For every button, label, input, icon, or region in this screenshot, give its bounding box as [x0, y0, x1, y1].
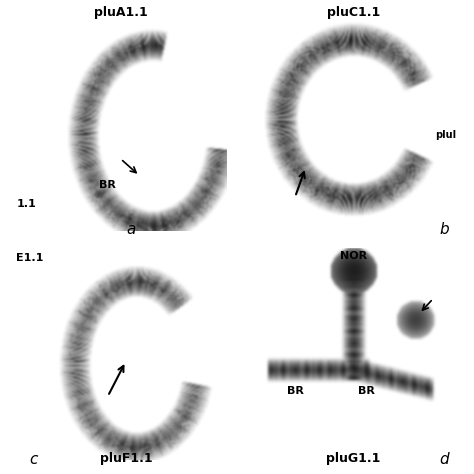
Text: E1.1: E1.1 — [17, 253, 44, 263]
Text: d: d — [439, 452, 448, 466]
Text: c: c — [29, 452, 37, 466]
Text: pluF1.1: pluF1.1 — [100, 452, 152, 465]
Text: pluG1.1: pluG1.1 — [326, 452, 381, 465]
Title: pluC1.1: pluC1.1 — [327, 6, 380, 18]
Text: BR: BR — [358, 386, 374, 396]
Title: pluA1.1: pluA1.1 — [94, 6, 147, 18]
Text: 1.1: 1.1 — [17, 200, 36, 210]
Text: b: b — [439, 222, 448, 237]
Text: a: a — [127, 222, 136, 237]
Text: pluI: pluI — [436, 130, 456, 140]
Text: BR: BR — [100, 180, 116, 190]
Text: BR: BR — [287, 386, 303, 396]
Text: NOR: NOR — [340, 251, 367, 261]
